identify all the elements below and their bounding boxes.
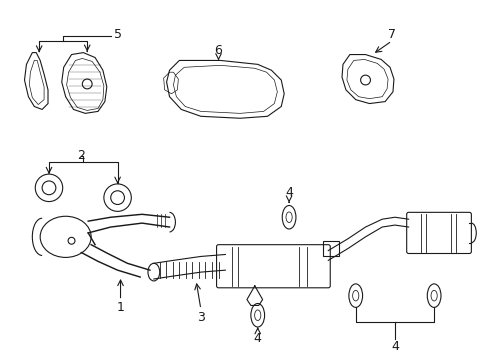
Text: 4: 4 (285, 186, 292, 199)
Text: 4: 4 (253, 332, 261, 345)
Text: 3: 3 (197, 311, 204, 324)
Text: 5: 5 (113, 28, 122, 41)
Text: 6: 6 (214, 44, 222, 57)
Text: 7: 7 (387, 28, 395, 41)
Text: 1: 1 (116, 301, 124, 314)
Text: 2: 2 (77, 149, 85, 162)
Text: 4: 4 (390, 340, 398, 353)
